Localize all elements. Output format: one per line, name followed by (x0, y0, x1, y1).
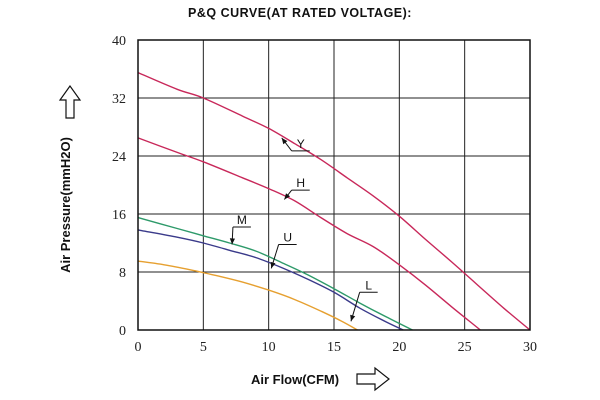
chart-title: P&Q CURVE(AT RATED VOLTAGE): (188, 6, 412, 20)
right-arrow-icon (356, 366, 390, 392)
axis-ticks: 0 5 10 15 20 25 30 0 8 16 24 32 40 (112, 34, 537, 355)
x-tick-label: 10 (262, 340, 276, 355)
x-tick-label: 0 (135, 340, 142, 355)
x-tick-label: 5 (200, 340, 207, 355)
series-l-curve (137, 260, 358, 331)
y-tick-label: 40 (112, 34, 126, 49)
series-m-label: M (237, 213, 247, 227)
series-u-curve (137, 229, 404, 331)
x-axis-label-group: Air Flow(CFM) (251, 366, 390, 392)
series-u-pointer-arrow (270, 261, 276, 269)
y-tick-label: 0 (119, 324, 126, 339)
series-y-label: Y (297, 137, 305, 151)
y-axis-label: Air Pressure(mmH2O) (58, 137, 73, 273)
series-h-curve (137, 137, 481, 331)
series-m-pointer-arrow (229, 238, 235, 245)
series-labels: Y H M U L (229, 137, 378, 322)
y-tick-label: 16 (112, 208, 126, 223)
series-l-pointer-arrow (350, 314, 356, 322)
series-curves (137, 71, 531, 331)
series-y-curve (137, 71, 531, 331)
y-axis-label-group: Air Pressure(mmH2O) (58, 84, 82, 273)
x-axis-label: Air Flow(CFM) (251, 372, 339, 387)
series-y-pointer-arrow (281, 137, 288, 145)
up-arrow-icon (58, 84, 82, 119)
y-tick-label: 32 (112, 92, 126, 107)
series-u-label: U (283, 230, 292, 244)
y-tick-label: 24 (112, 150, 126, 165)
x-tick-label: 25 (458, 340, 472, 355)
x-tick-label: 30 (523, 340, 537, 355)
series-l-label: L (365, 278, 372, 292)
plot-frame (137, 39, 531, 331)
series-h-pointer-arrow (284, 193, 291, 200)
y-tick-label: 8 (119, 266, 126, 281)
x-tick-label: 20 (392, 340, 406, 355)
series-m-curve (137, 216, 413, 331)
series-h-label: H (296, 176, 305, 190)
x-tick-label: 15 (327, 340, 341, 355)
grid (137, 39, 531, 331)
